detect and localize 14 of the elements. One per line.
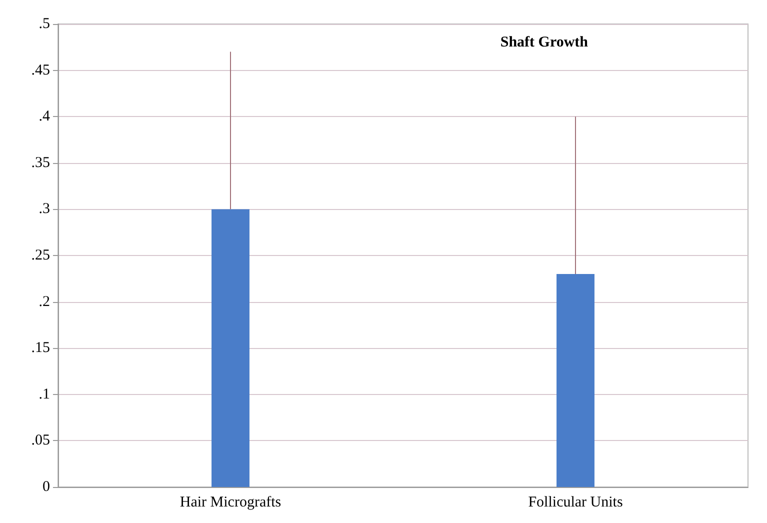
y-tick-label: .4	[38, 108, 50, 125]
y-tick-label: .2	[38, 294, 50, 310]
y-tick-label: .5	[38, 16, 50, 32]
y-tick-label: 0	[42, 479, 50, 495]
text: Shaft Growth	[500, 34, 589, 50]
y-tick-label: .3	[38, 201, 50, 218]
y-tick-label: .1	[38, 386, 50, 402]
y-tick-label: .15	[31, 340, 50, 356]
y-tick-label: .45	[31, 62, 50, 78]
y-tick-label: .05	[31, 432, 50, 449]
x-tick-label: Hair Micrografts	[180, 494, 282, 510]
x-tick-label: Follicular Units	[528, 494, 623, 510]
y-tick-label: .25	[31, 248, 50, 264]
y-tick-label: .35	[31, 154, 50, 171]
